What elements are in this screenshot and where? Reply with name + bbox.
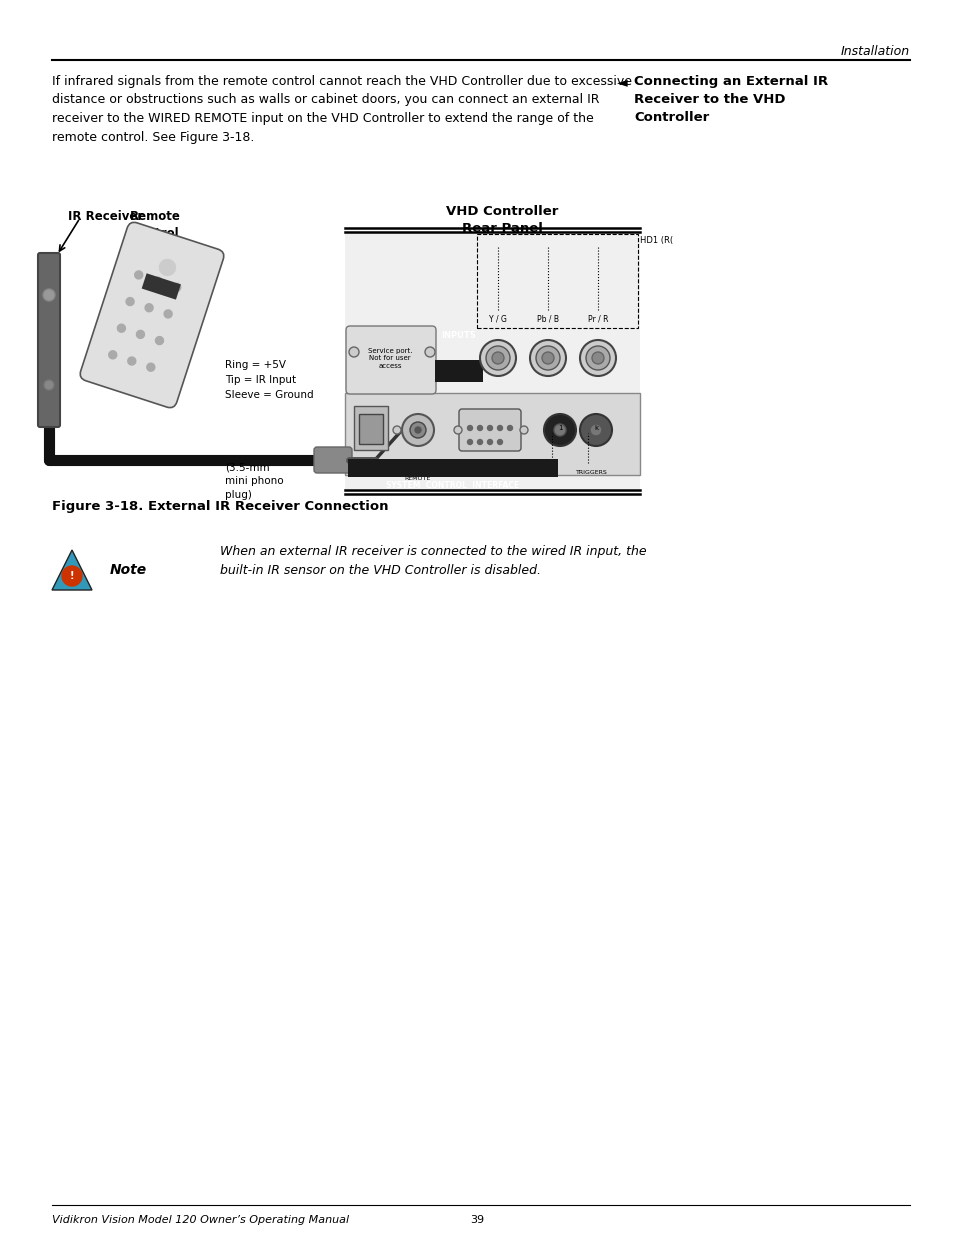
Circle shape: [410, 422, 426, 438]
Circle shape: [155, 337, 163, 345]
Circle shape: [497, 426, 502, 431]
Circle shape: [62, 566, 82, 585]
Circle shape: [134, 270, 143, 279]
Circle shape: [477, 426, 482, 431]
Text: IR Receiver: IR Receiver: [68, 210, 143, 224]
FancyBboxPatch shape: [80, 222, 224, 408]
Text: Y / G: Y / G: [489, 314, 506, 324]
Circle shape: [136, 331, 144, 338]
FancyBboxPatch shape: [142, 273, 181, 300]
FancyBboxPatch shape: [358, 414, 382, 445]
Circle shape: [592, 352, 603, 364]
Text: 1: 1: [558, 425, 561, 431]
FancyBboxPatch shape: [38, 253, 60, 427]
Text: Ring = +5V
Tip = IR Input
Sleeve = Ground: Ring = +5V Tip = IR Input Sleeve = Groun…: [225, 359, 314, 400]
Text: Service port.
Not for user
access: Service port. Not for user access: [367, 348, 412, 369]
Text: VHD Controller
Rear Panel: VHD Controller Rear Panel: [446, 205, 558, 235]
Text: ◄: ◄: [617, 75, 627, 89]
Circle shape: [507, 426, 512, 431]
Circle shape: [159, 259, 175, 275]
Text: (3.5-mm
mini phono
plug): (3.5-mm mini phono plug): [225, 462, 283, 500]
Circle shape: [128, 357, 135, 366]
Text: !: !: [70, 571, 74, 580]
Polygon shape: [52, 550, 91, 590]
Circle shape: [519, 426, 527, 433]
Circle shape: [543, 414, 576, 446]
Text: HD1 (R(: HD1 (R(: [639, 236, 673, 245]
Bar: [345, 393, 639, 475]
Circle shape: [349, 347, 358, 357]
Circle shape: [479, 340, 516, 375]
Circle shape: [44, 380, 54, 390]
Circle shape: [487, 426, 492, 431]
Text: If infrared signals from the remote control cannot reach the VHD Controller due : If infrared signals from the remote cont…: [52, 75, 631, 143]
Circle shape: [585, 346, 609, 370]
FancyBboxPatch shape: [435, 359, 482, 382]
Circle shape: [393, 426, 400, 433]
Text: INPUTS: INPUTS: [441, 331, 476, 340]
Text: k: k: [594, 425, 598, 431]
Text: Pr / R: Pr / R: [587, 314, 608, 324]
FancyBboxPatch shape: [314, 447, 352, 473]
Circle shape: [467, 426, 472, 431]
Circle shape: [454, 426, 461, 433]
Text: Installation: Installation: [840, 44, 909, 58]
Circle shape: [485, 346, 510, 370]
Circle shape: [497, 440, 502, 445]
Circle shape: [172, 283, 180, 291]
Text: 39: 39: [470, 1215, 483, 1225]
Circle shape: [579, 340, 616, 375]
Circle shape: [43, 289, 55, 301]
Circle shape: [147, 363, 154, 372]
Circle shape: [401, 414, 434, 446]
Circle shape: [153, 277, 162, 285]
Circle shape: [554, 424, 565, 436]
Circle shape: [415, 427, 420, 433]
Circle shape: [487, 440, 492, 445]
Text: Figure 3-18. External IR Receiver Connection: Figure 3-18. External IR Receiver Connec…: [52, 500, 388, 513]
Text: TRIGGERS: TRIGGERS: [576, 471, 607, 475]
Text: SERVICE ONLY: SERVICE ONLY: [349, 471, 393, 475]
Circle shape: [117, 325, 125, 332]
Circle shape: [530, 340, 565, 375]
Circle shape: [477, 440, 482, 445]
Text: When an external IR receiver is connected to the wired IR input, the
built-in IR: When an external IR receiver is connecte…: [220, 545, 646, 577]
Circle shape: [145, 304, 152, 311]
Circle shape: [467, 440, 472, 445]
Circle shape: [589, 424, 601, 436]
Text: Vidikron Vision Model 120 Owner’s Operating Manual: Vidikron Vision Model 120 Owner’s Operat…: [52, 1215, 349, 1225]
Text: RS-232 / 485: RS-232 / 485: [470, 471, 510, 475]
Text: Pb / B: Pb / B: [537, 314, 558, 324]
Circle shape: [109, 351, 116, 359]
Text: Remote
Control: Remote Control: [130, 210, 180, 240]
Text: Connecting an External IR
Receiver to the VHD
Controller: Connecting an External IR Receiver to th…: [634, 75, 827, 124]
Circle shape: [541, 352, 554, 364]
FancyBboxPatch shape: [354, 406, 388, 450]
Text: WIRED
REMOTE: WIRED REMOTE: [404, 471, 431, 480]
Circle shape: [164, 310, 172, 317]
Bar: [345, 232, 639, 490]
Text: Note: Note: [110, 563, 147, 577]
FancyBboxPatch shape: [458, 409, 520, 451]
FancyBboxPatch shape: [348, 459, 558, 477]
Circle shape: [126, 298, 134, 305]
Text: SYSTEM  CONTROL  INTERFACE: SYSTEM CONTROL INTERFACE: [386, 482, 519, 490]
Circle shape: [536, 346, 559, 370]
Circle shape: [579, 414, 612, 446]
FancyBboxPatch shape: [346, 326, 436, 394]
Bar: [476, 233, 638, 329]
Circle shape: [424, 347, 435, 357]
Circle shape: [492, 352, 503, 364]
